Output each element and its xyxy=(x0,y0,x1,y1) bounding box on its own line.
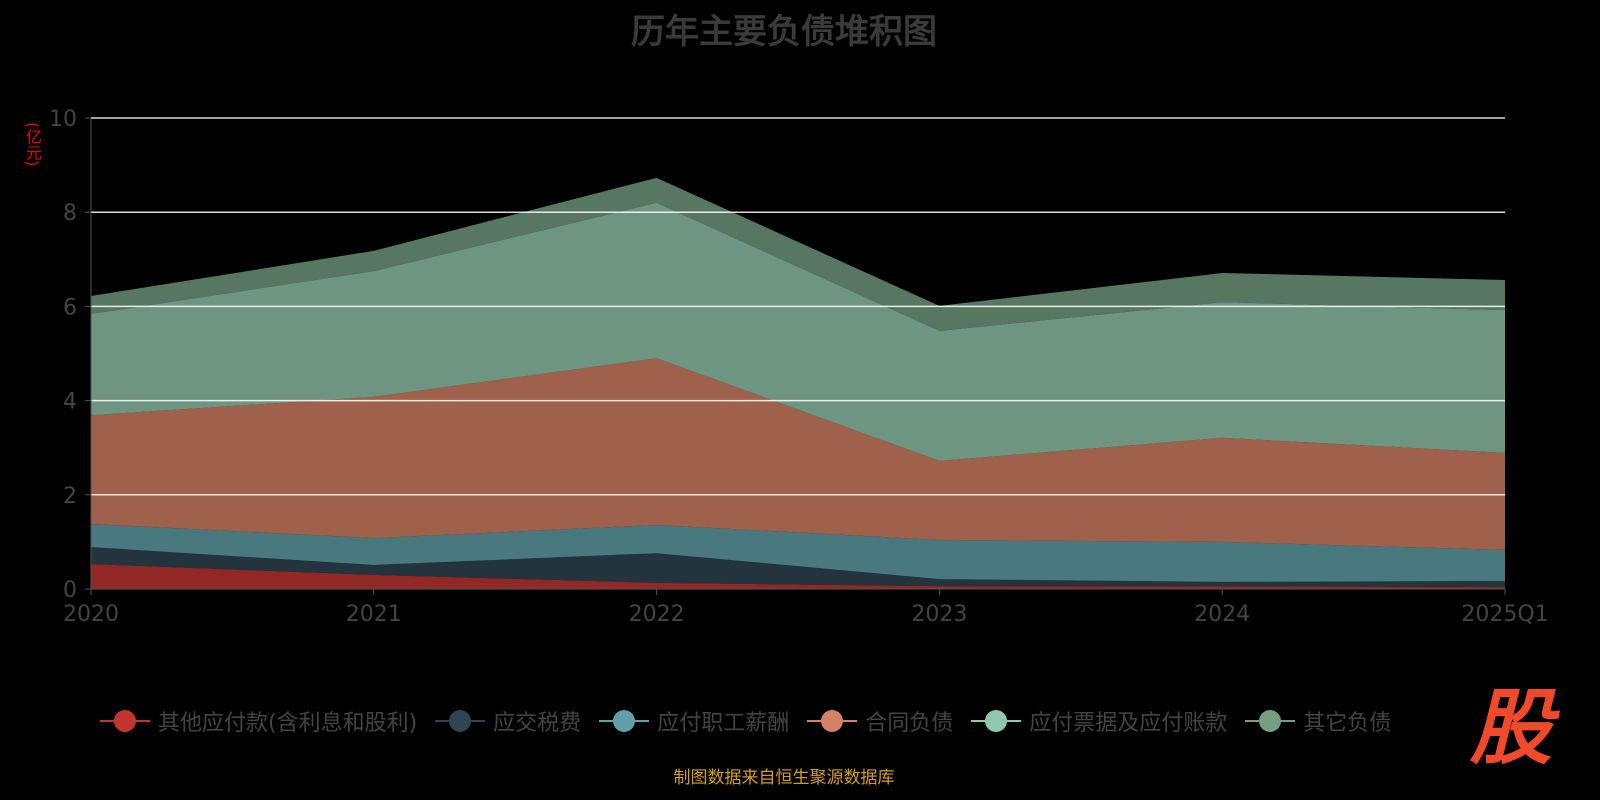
legend: 其他应付款(含利息和股利) 应交税费 应付职工薪酬 合同负债 应付票据及应付账款 其它负债 xyxy=(100,705,1391,737)
x-tick-label: 2021 xyxy=(346,602,402,627)
legend-label: 应交税费 xyxy=(493,711,582,736)
y-tick-label: 4 xyxy=(63,390,77,415)
y-tick-label: 8 xyxy=(63,201,77,226)
area-series-3 xyxy=(91,358,1505,550)
y-tick-label: 6 xyxy=(63,295,77,320)
area-series-0 xyxy=(91,564,1505,589)
legend-label: 合同负债 xyxy=(865,711,954,736)
legend-label: 其他应付款(含利息和股利) xyxy=(158,711,418,736)
area-series-2 xyxy=(91,524,1505,582)
source-note: 制图数据来自恒生聚源数据库 xyxy=(673,768,895,788)
legend-item[interactable]: 应付票据及应付账款 xyxy=(971,705,1227,737)
legend-marker-icon xyxy=(599,709,650,733)
x-tick-label: 2023 xyxy=(911,602,967,627)
legend-marker-icon xyxy=(807,709,858,733)
area-series-5 xyxy=(91,177,1505,331)
legend-item[interactable]: 其他应付款(含利息和股利) xyxy=(100,705,417,737)
legend-marker-icon xyxy=(1245,709,1296,733)
y-axis-unit-label: (亿元) xyxy=(23,122,42,167)
x-tick-label: 2025Q1 xyxy=(1461,602,1548,627)
logo: 股 xyxy=(1470,681,1552,776)
stacked-area-chart: 0 2 4 6 8 10 2020 2021 2022 2023 2024 2025Q1 xyxy=(49,107,1549,627)
legend-item[interactable]: 应付职工薪酬 xyxy=(599,705,789,737)
y-tick-label: 2 xyxy=(63,484,77,509)
legend-item[interactable]: 合同负债 xyxy=(807,705,953,737)
legend-item[interactable]: 其它负债 xyxy=(1245,705,1391,737)
x-tick-label: 2022 xyxy=(629,602,685,627)
area-series-4 xyxy=(91,202,1505,461)
legend-marker-icon xyxy=(100,709,150,733)
legend-marker-icon xyxy=(971,709,1022,733)
x-tick-label: 2024 xyxy=(1194,602,1250,627)
legend-item[interactable]: 应交税费 xyxy=(435,705,581,737)
area-series-1 xyxy=(91,547,1505,588)
legend-label: 应付职工薪酬 xyxy=(657,711,790,736)
legend-label: 应付票据及应付账款 xyxy=(1029,711,1228,736)
x-tick-label: 2020 xyxy=(63,602,119,627)
y-tick-label: 0 xyxy=(63,578,77,603)
chart-title: 历年主要负债堆积图 xyxy=(631,12,937,52)
y-tick-label: 10 xyxy=(49,107,77,132)
legend-label: 其它负债 xyxy=(1303,711,1392,736)
legend-marker-icon xyxy=(435,709,486,733)
